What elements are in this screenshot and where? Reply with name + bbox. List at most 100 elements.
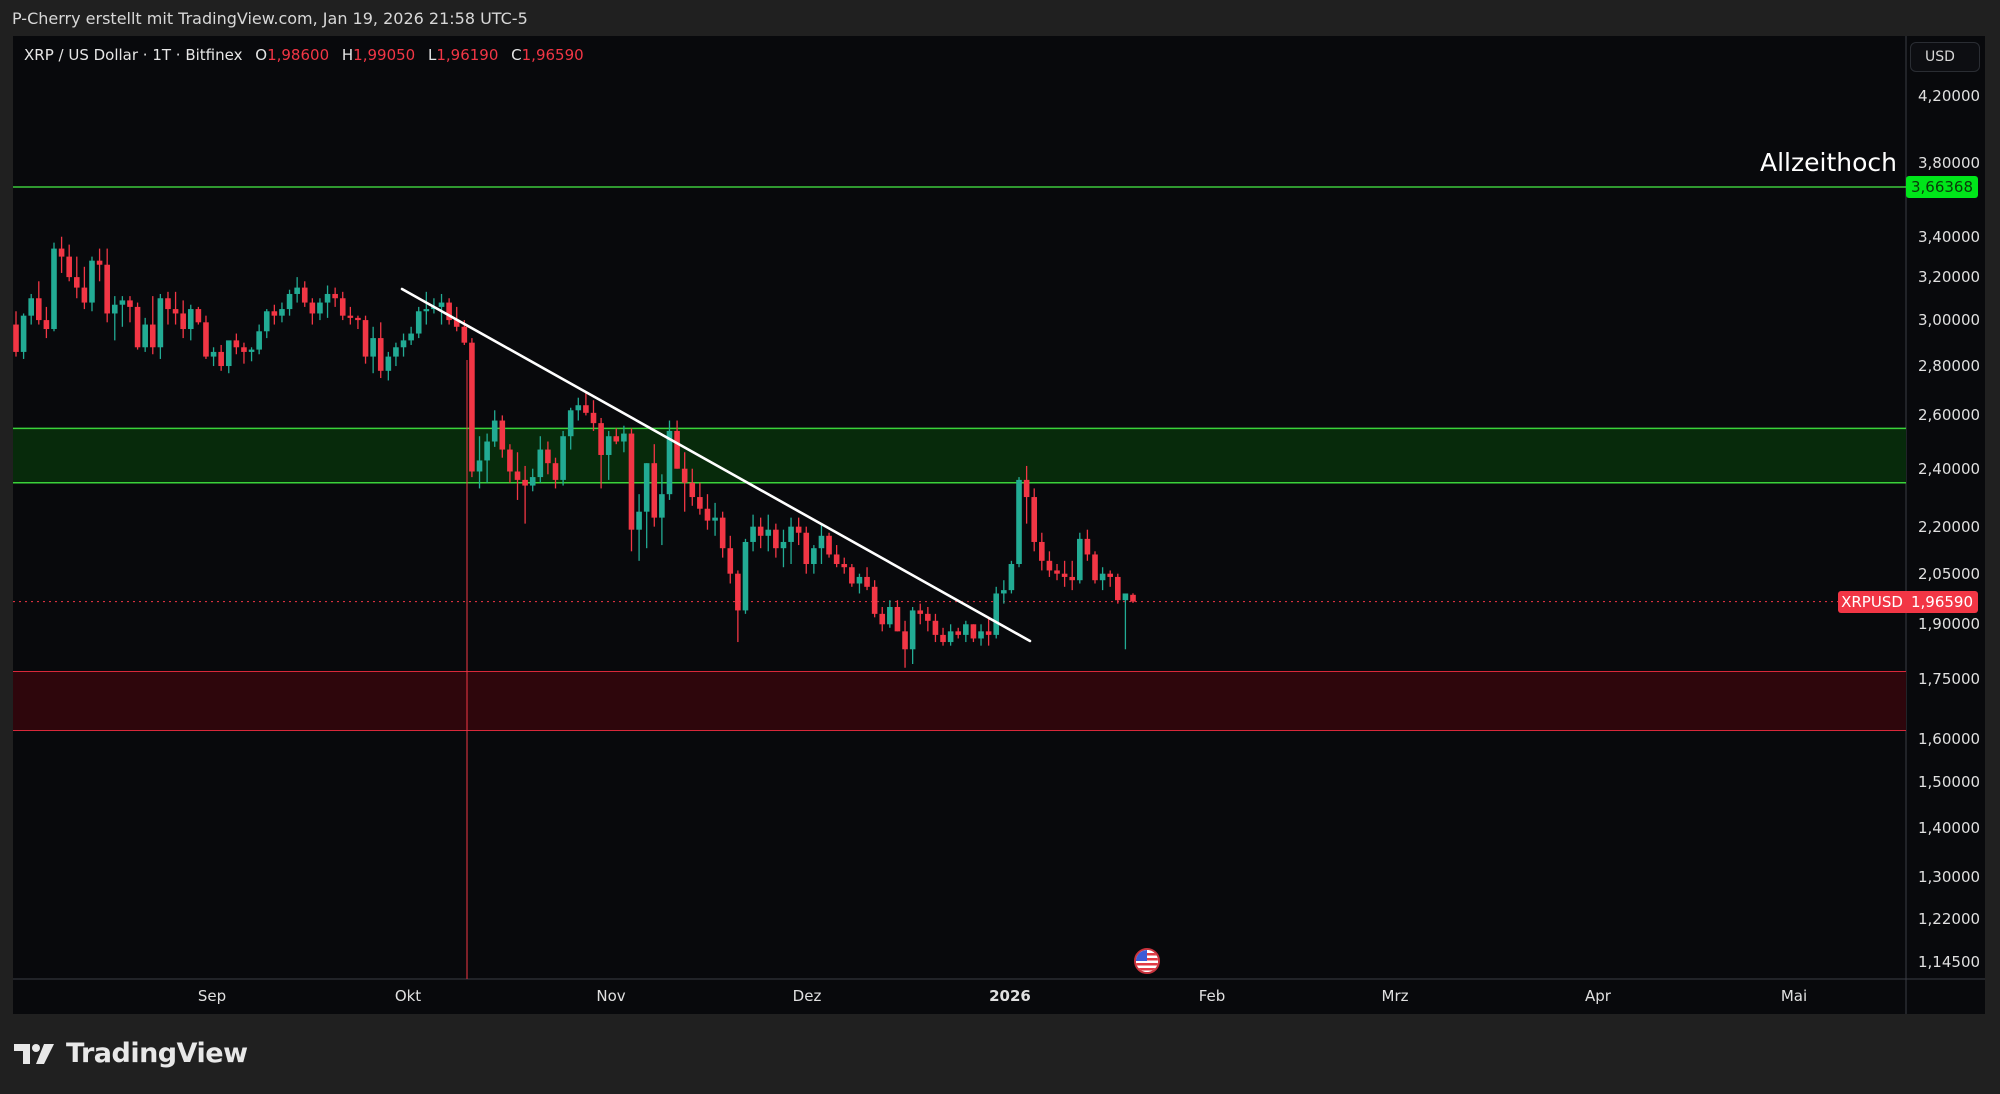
candle-body: [545, 449, 551, 464]
candle-body: [484, 441, 490, 461]
candle-body: [195, 309, 202, 323]
tradingview-logo-icon: [14, 1043, 54, 1064]
symbol-title[interactable]: XRP / US Dollar · 1T · Bitfinex: [24, 46, 243, 64]
currency-button[interactable]: USD: [1910, 42, 1980, 72]
candle-body: [96, 260, 103, 265]
ohlc-legend: XRP / US Dollar · 1T · Bitfinex O1,98600…: [24, 46, 584, 64]
price-tick-label: 1,40000: [1918, 818, 1981, 837]
price-tick-label: 4,20000: [1918, 87, 1981, 105]
candle-body: [13, 324, 19, 352]
candle-body: [598, 423, 604, 455]
candle-body: [476, 460, 483, 472]
tradingview-brand-text: TradingView: [66, 1038, 248, 1069]
candle-body: [377, 338, 384, 371]
chart-frame[interactable]: [13, 36, 1985, 1014]
candle-body: [256, 331, 262, 350]
candle-body: [28, 298, 34, 316]
candle-body: [119, 300, 126, 305]
candle-body: [811, 548, 817, 565]
candle-body: [210, 351, 217, 357]
candle-body: [1107, 573, 1114, 577]
price-tick-label: 2,05000: [1918, 564, 1981, 583]
candle-body: [636, 511, 642, 530]
open-value: 1,98600: [267, 46, 330, 64]
attribution-text: P-Cherry erstellt mit TradingView.com, J…: [12, 9, 528, 28]
candle-body: [552, 463, 559, 480]
candle-body: [446, 302, 452, 321]
candle-body: [1061, 573, 1068, 577]
price-tick-label: 2,80000: [1918, 357, 1981, 376]
candle-body: [712, 517, 718, 521]
candle-body: [453, 320, 460, 327]
candle-body: [575, 405, 582, 411]
ath-annotation: Allzeithoch: [1760, 148, 1897, 177]
candle-body: [1092, 554, 1098, 581]
candle-body: [940, 634, 946, 643]
candle-body: [499, 420, 506, 450]
candle-body: [294, 287, 300, 294]
candle-body: [1016, 479, 1022, 565]
candle-body: [415, 311, 422, 334]
candle-body: [279, 309, 285, 316]
price-tick-label: 2,40000: [1918, 459, 1981, 478]
us-flag-event-icon[interactable]: [1134, 948, 1160, 974]
candle-body: [803, 532, 810, 565]
candle-body: [218, 351, 224, 367]
support-zone: [13, 671, 1906, 731]
candle-body: [317, 302, 323, 314]
candle-body: [58, 248, 65, 257]
candle-body: [134, 306, 141, 348]
candle-body: [248, 349, 255, 352]
candle-body: [955, 631, 962, 635]
candle-body: [841, 564, 848, 568]
candle-body: [1084, 538, 1091, 555]
open-label: O: [255, 46, 268, 64]
candle-body: [66, 256, 72, 278]
last-price-badge: 1,96590: [1906, 590, 1978, 613]
candle-body: [522, 479, 528, 486]
candle-body: [1069, 576, 1076, 581]
candle-body: [286, 293, 293, 310]
candle-body: [180, 313, 186, 330]
candle-body: [1077, 538, 1083, 581]
candle-body: [788, 526, 794, 542]
candle-body: [157, 298, 164, 348]
high-label: H: [341, 46, 354, 64]
candle-body: [909, 610, 916, 650]
candle-body: [605, 436, 612, 455]
candle-body: [917, 610, 924, 614]
candle-body: [1031, 497, 1038, 542]
high-value: 1,99050: [353, 46, 416, 64]
candle-body: [347, 315, 354, 318]
candle-body: [73, 277, 80, 288]
candle-body: [963, 624, 969, 635]
candle-body: [1054, 570, 1060, 574]
candle-body: [469, 342, 475, 472]
candle-body: [674, 430, 680, 469]
candle-body: [621, 433, 627, 442]
candle-body: [1122, 593, 1129, 601]
candle-body: [856, 576, 863, 584]
time-tick-label: Apr: [1585, 987, 1611, 1005]
candle-body: [491, 420, 498, 442]
candle-body: [203, 322, 209, 357]
low-label: L: [427, 46, 437, 64]
candle-body: [864, 576, 870, 587]
tradingview-logo[interactable]: TradingView: [14, 1038, 248, 1069]
candle-body: [355, 317, 361, 321]
candle-body: [1046, 560, 1053, 571]
candle-body: [362, 320, 369, 357]
time-tick-label: 2026: [989, 987, 1031, 1005]
candle-body: [1039, 541, 1045, 561]
price-tick-label: 1,30000: [1918, 868, 1981, 887]
time-tick-label: Nov: [596, 987, 626, 1005]
candle-body: [537, 449, 544, 478]
price-tick-label: 1,90000: [1918, 615, 1981, 634]
price-tick-label: 1,14500: [1918, 952, 1981, 971]
candle-body: [263, 311, 270, 332]
candle-body: [719, 517, 726, 549]
candle-body: [978, 631, 984, 639]
candle-body: [142, 324, 148, 348]
candle-body: [187, 309, 194, 330]
